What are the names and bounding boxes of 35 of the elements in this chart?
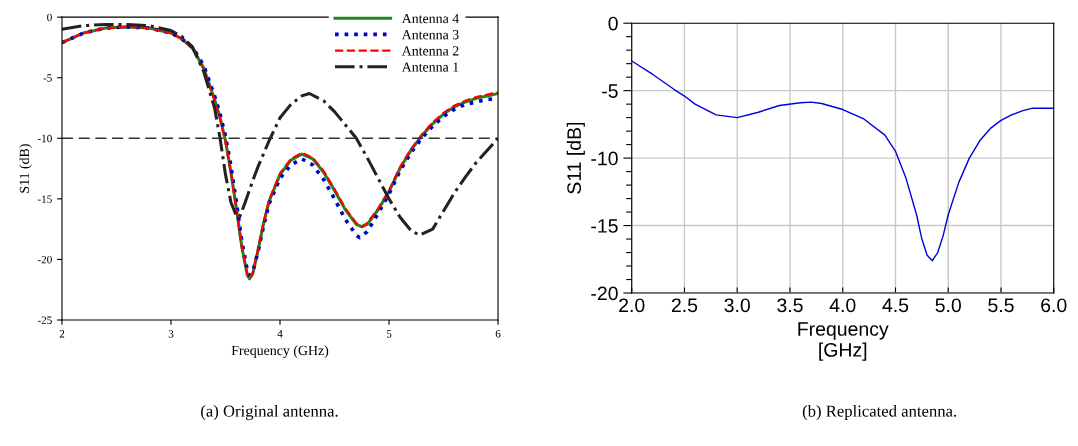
x-tick-label: 4 [277, 330, 283, 338]
x-tick-label: 3.5 [777, 298, 803, 313]
y-tick-label: 0 [608, 16, 618, 31]
x-tick-label: 3.0 [724, 298, 750, 313]
x-tick-label: 2 [59, 330, 65, 338]
legend-label: Antenna 2 [401, 46, 459, 56]
y-tick-label: -20 [591, 286, 618, 301]
text: (a) Original antenna. [201, 404, 338, 421]
x-tick-label: 2.0 [619, 298, 645, 313]
x-axis-title: Frequency (GHz) [231, 345, 329, 358]
x-tick-label: 2.5 [671, 298, 698, 313]
y-axis-title: S11 (dB) [19, 144, 32, 193]
legend-label: Antenna 1 [401, 62, 459, 72]
x-tick-label: 6 [495, 330, 501, 338]
x-tick-label: 6.0 [1041, 298, 1067, 313]
y-tick-label: -15 [591, 219, 618, 233]
x-tick-label: 5.5 [988, 298, 1014, 313]
x-tick-label: 4.5 [882, 298, 909, 313]
y-tick-label: -10 [591, 151, 618, 166]
x-tick-label: 4.0 [829, 298, 856, 313]
y-tick-label: -10 [37, 134, 52, 143]
text: (b) Replicated antenna. [802, 404, 957, 421]
y-tick-label: -5 [602, 84, 618, 98]
y-tick-label: 0 [47, 13, 52, 22]
legend-label: Antenna 3 [401, 30, 459, 40]
y-tick-label: -15 [37, 195, 52, 203]
x-tick-label: 5 [386, 330, 392, 338]
y-tick-label: -25 [37, 316, 52, 324]
legend-label: Antenna 4 [401, 13, 459, 24]
x-tick-label: 3 [168, 330, 174, 338]
x-axis-title: Frequency [GHz] [798, 322, 889, 361]
y-axis-title: S11 [dB] [566, 122, 585, 194]
x-tick-label: 5.0 [935, 298, 961, 313]
y-tick-label: -20 [37, 255, 52, 264]
y-tick-label: -5 [43, 74, 52, 82]
